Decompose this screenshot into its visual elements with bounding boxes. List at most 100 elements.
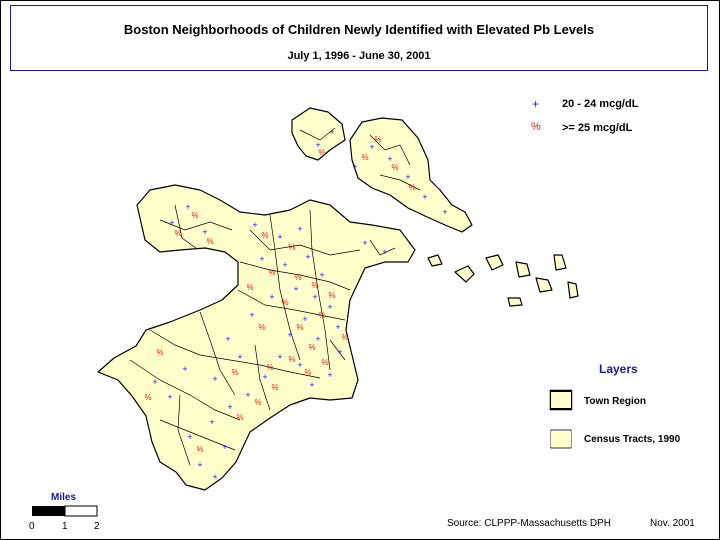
svg-text:%: %	[144, 393, 151, 402]
svg-text:%: %	[374, 135, 381, 144]
svg-text:+: +	[329, 127, 334, 137]
census-tract-label: Census Tracts, 1990	[584, 434, 681, 445]
svg-text:%: %	[271, 383, 278, 392]
island	[515, 261, 531, 278]
svg-text:%: %	[304, 368, 311, 377]
svg-text:+: +	[202, 227, 207, 237]
svg-text:%: %	[236, 413, 243, 422]
source-credit: Source: CLPPP-Massachusetts DPH	[447, 518, 611, 529]
svg-text:%: %	[231, 368, 238, 377]
scale-bar-title: Miles	[51, 492, 77, 503]
svg-text:+: +	[269, 292, 274, 302]
svg-text:%: %	[311, 281, 318, 290]
svg-text:+: +	[222, 442, 227, 452]
svg-text:+: +	[297, 360, 302, 370]
svg-text:+: +	[387, 154, 392, 164]
scale-tick-2: 2	[94, 521, 100, 532]
svg-text:+: +	[293, 284, 298, 294]
svg-text:+: +	[282, 260, 287, 270]
svg-text:+: +	[245, 390, 250, 400]
island	[553, 254, 567, 271]
svg-text:+: +	[169, 218, 174, 228]
svg-text:+: +	[442, 207, 447, 217]
svg-text:+: +	[259, 254, 264, 264]
svg-text:%: %	[254, 398, 261, 407]
svg-text:%: %	[156, 348, 163, 357]
svg-text:+: +	[227, 402, 232, 412]
svg-text:+: +	[335, 322, 340, 332]
svg-text:%: %	[391, 163, 398, 172]
svg-text:%: %	[261, 231, 268, 240]
svg-text:+: +	[302, 314, 307, 324]
island	[454, 265, 475, 283]
svg-text:%: %	[328, 291, 335, 300]
svg-text:%: %	[281, 298, 288, 307]
svg-text:+: +	[252, 220, 257, 230]
svg-text:+: +	[277, 232, 282, 242]
census-tract-lines	[129, 127, 421, 466]
svg-text:%: %	[318, 311, 325, 320]
scale-bar-white	[64, 505, 98, 517]
title-box: Boston Neighborhoods of Children Newly I…	[10, 5, 708, 71]
svg-text:%: %	[288, 243, 295, 252]
svg-text:%: %	[408, 183, 415, 192]
map-date: Nov. 2001	[650, 518, 695, 529]
svg-text:+: +	[327, 302, 332, 312]
svg-text:+: +	[337, 347, 342, 357]
svg-text:%: %	[288, 355, 295, 364]
svg-text:%: %	[361, 153, 368, 162]
boston-mainland	[97, 184, 416, 491]
svg-text:%: %	[308, 343, 315, 352]
scale-bar-black	[32, 506, 65, 516]
svg-text:+: +	[352, 162, 357, 172]
svg-text:+: +	[382, 247, 387, 257]
svg-text:%: %	[266, 363, 273, 372]
svg-text:%: %	[318, 148, 325, 157]
scale-tick-1: 1	[62, 521, 68, 532]
legend-percent-symbol: %	[531, 121, 541, 133]
census-tract-swatch	[551, 431, 571, 447]
svg-text:+: +	[237, 352, 242, 362]
svg-text:+: +	[319, 270, 324, 280]
svg-text:%: %	[296, 323, 303, 332]
svg-text:%: %	[196, 445, 203, 454]
map-title: Boston Neighborhoods of Children Newly I…	[123, 22, 595, 37]
svg-text:+: +	[327, 370, 332, 380]
svg-text:+: +	[225, 334, 230, 344]
map-land	[97, 107, 579, 491]
svg-text:+: +	[369, 142, 374, 152]
svg-text:+: +	[305, 252, 310, 262]
town-region-label: Town Region	[584, 396, 647, 407]
svg-text:+: +	[422, 192, 427, 202]
scale-tick-0: 0	[29, 521, 35, 532]
svg-text:+: +	[287, 330, 292, 340]
svg-text:%: %	[341, 333, 348, 342]
svg-text:+: +	[185, 202, 190, 212]
svg-text:%: %	[206, 237, 213, 246]
legend-plus-symbol: +	[532, 97, 540, 111]
island	[567, 281, 579, 299]
svg-text:%: %	[321, 358, 328, 367]
points-25-plus: %%% %%% %%% %%% %%% %%% %%% %%% %%% %%% …	[144, 135, 415, 454]
island	[485, 254, 504, 271]
svg-text:+: +	[297, 224, 302, 234]
svg-text:+: +	[187, 432, 192, 442]
map-subtitle: July 1, 1996 - June 30, 2001	[287, 50, 431, 62]
layers-title: Layers	[599, 362, 638, 376]
svg-text:+: +	[315, 334, 320, 344]
svg-text:+: +	[362, 238, 367, 248]
points-20-24: +++ +++ +++ +++ +++ +++ +++ +++ +++ +++ …	[152, 127, 447, 482]
svg-text:%: %	[294, 273, 301, 282]
svg-text:+: +	[167, 392, 172, 402]
island	[535, 277, 553, 293]
svg-text:+: +	[249, 310, 254, 320]
svg-text:+: +	[182, 364, 187, 374]
svg-text:%: %	[246, 283, 253, 292]
svg-text:+: +	[405, 172, 410, 182]
legend-label-20-24: 20 - 24 mcg/dL	[562, 98, 639, 110]
town-region-swatch	[551, 392, 571, 408]
legend-label-25-plus: >= 25 mcg/dL	[562, 122, 633, 134]
svg-text:%: %	[268, 268, 275, 277]
island	[427, 254, 443, 267]
svg-text:+: +	[152, 377, 157, 387]
